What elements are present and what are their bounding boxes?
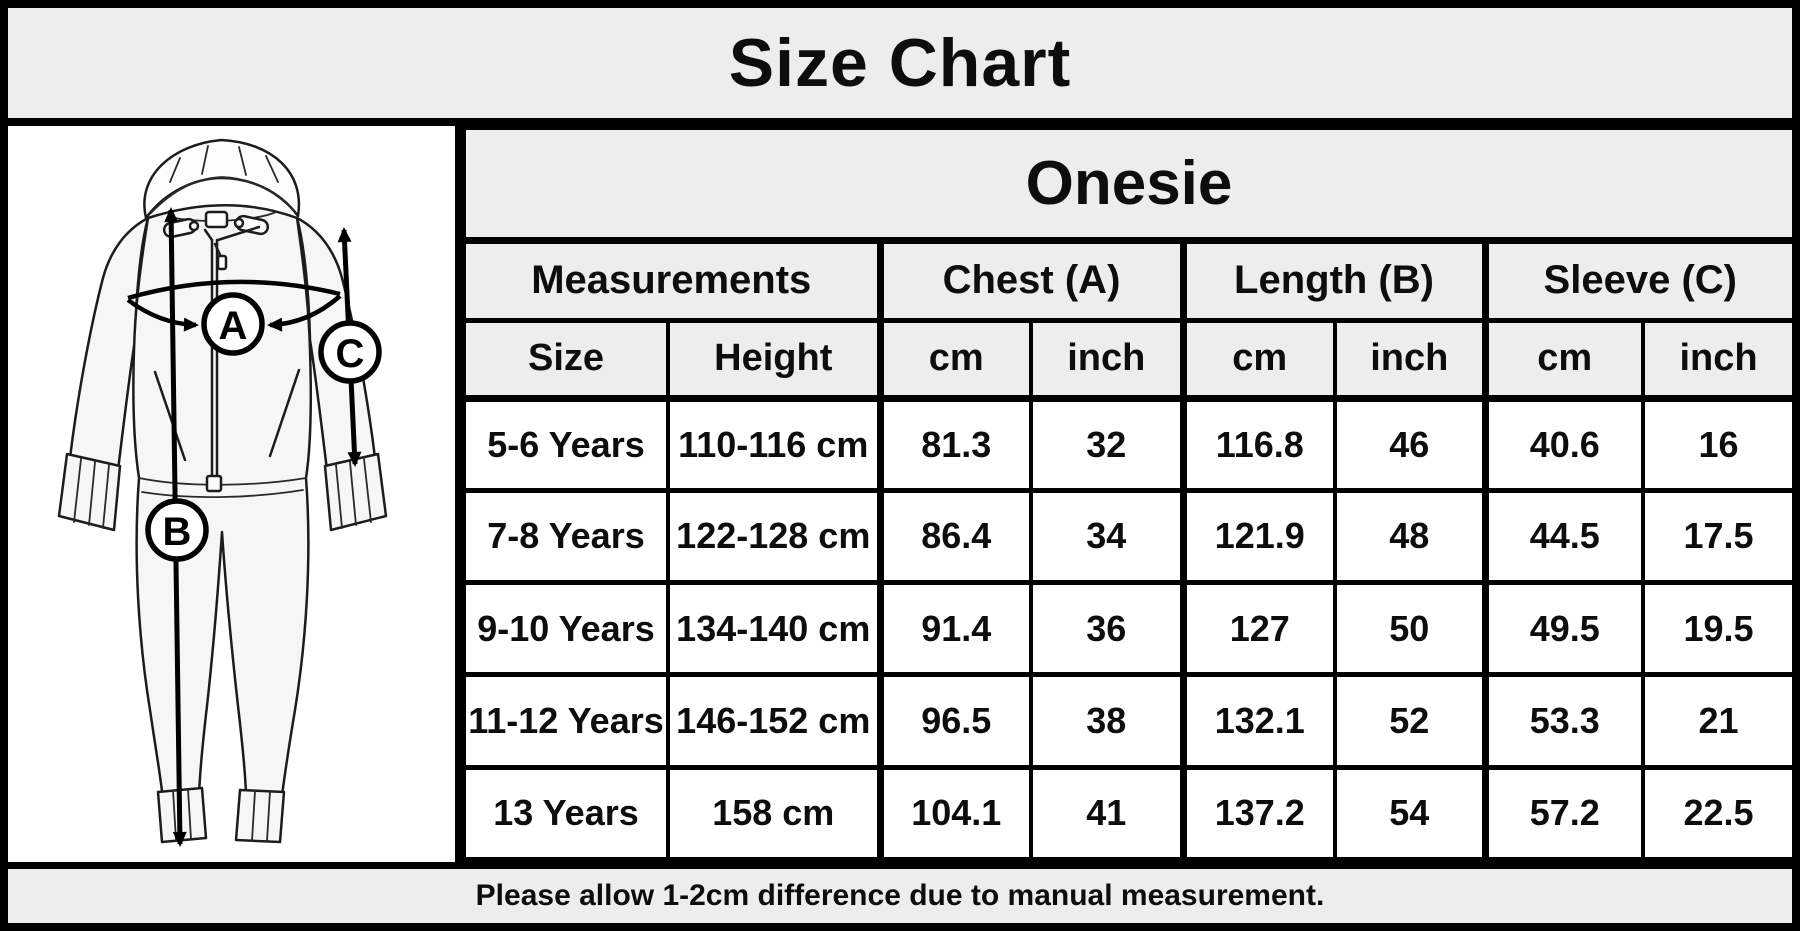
cell-size: 11-12 Years <box>462 672 670 770</box>
cell-size: 9-10 Years <box>462 580 670 678</box>
cell-length-cm: 127 <box>1179 580 1337 678</box>
footer-note: Please allow 1-2cm difference due to man… <box>8 869 1792 923</box>
chest-arrow-right <box>267 294 342 332</box>
cell-sleeve-cm: 44.5 <box>1481 488 1645 586</box>
cell-height: 134-140 cm <box>666 580 882 678</box>
zipper <box>203 225 261 493</box>
cell-chest-inch: 34 <box>1029 488 1185 586</box>
cell-length-inch: 52 <box>1333 672 1487 770</box>
column-header-sleeve-inch: inch <box>1640 318 1792 402</box>
cell-sleeve-cm: 49.5 <box>1481 580 1645 678</box>
sleeve-label-circle <box>318 320 382 384</box>
cell-sleeve-inch: 19.5 <box>1640 580 1792 678</box>
column-header-sleeve-cm: cm <box>1481 318 1645 402</box>
cell-size: 5-6 Years <box>462 395 670 493</box>
column-header-length-inch: inch <box>1333 318 1487 402</box>
chest-label: A <box>219 304 248 348</box>
cell-length-cm: 116.8 <box>1179 395 1337 493</box>
cell-chest-cm: 96.5 <box>876 672 1033 770</box>
cell-sleeve-inch: 22.5 <box>1640 765 1792 862</box>
table-title: Onesie <box>462 126 1792 244</box>
group-header-sleeve: Sleeve (C) <box>1481 238 1792 323</box>
cell-chest-inch: 38 <box>1029 672 1185 770</box>
size-table: Onesie Measurements Chest (A) Length (B) Sl… <box>462 126 1792 862</box>
cell-height: 122-128 cm <box>666 488 882 586</box>
cell-sleeve-cm: 57.2 <box>1481 765 1645 862</box>
sleeve-label: C <box>336 332 365 376</box>
cell-chest-cm: 86.4 <box>876 488 1033 586</box>
cell-sleeve-cm: 53.3 <box>1481 672 1645 770</box>
cell-chest-cm: 91.4 <box>876 580 1033 678</box>
column-header-size: Size <box>462 318 670 402</box>
cell-sleeve-cm: 40.6 <box>1481 395 1645 493</box>
length-label: B <box>163 510 192 554</box>
page-title: Size Chart <box>728 25 1072 101</box>
size-row: 11-12 Years 146-152 cm 96.5 38 132.1 52 53.3 21 <box>462 672 1792 770</box>
length-label-circle <box>145 498 209 562</box>
size-row: 13 Years 158 cm 104.1 41 137.2 54 57.2 22.5 <box>462 765 1792 862</box>
column-header-row: Size Height cm inch cm inch cm inch <box>462 318 1792 402</box>
cell-height: 158 cm <box>666 765 882 862</box>
size-table-body: 5-6 Years 110-116 cm 81.3 32 116.8 46 40.6 16 7-… <box>462 395 1792 862</box>
group-header-length: Length (B) <box>1179 238 1487 323</box>
size-table-panel: Onesie Measurements Chest (A) Length (B) Sl… <box>462 126 1792 862</box>
cell-length-inch: 54 <box>1333 765 1487 862</box>
cell-size: 7-8 Years <box>462 488 670 586</box>
banner: Size Chart <box>8 8 1792 118</box>
column-header-height: Height <box>666 318 882 402</box>
size-row: 9-10 Years 134-140 cm 91.4 36 127 50 49.5 19.5 <box>462 580 1792 678</box>
cell-length-inch: 46 <box>1333 395 1487 493</box>
footer-note-text: Please allow 1-2cm difference due to man… <box>475 879 1325 912</box>
cell-length-inch: 48 <box>1333 488 1487 586</box>
garment-diagram-panel: A B C <box>8 126 455 862</box>
group-header-row: Measurements Chest (A) Length (B) Sleeve (C… <box>462 238 1792 323</box>
chest-arc <box>127 279 341 301</box>
chest-label-circle <box>201 292 265 356</box>
cell-chest-inch: 32 <box>1029 395 1185 493</box>
cell-length-cm: 132.1 <box>1179 672 1337 770</box>
column-header-chest-cm: cm <box>876 318 1033 402</box>
cell-chest-inch: 41 <box>1029 765 1185 862</box>
cell-length-inch: 50 <box>1333 580 1487 678</box>
cell-length-cm: 121.9 <box>1179 488 1337 586</box>
cell-height: 110-116 cm <box>666 395 882 493</box>
onesie-drawing: A B C <box>57 138 388 847</box>
cell-sleeve-inch: 17.5 <box>1640 488 1792 586</box>
hood <box>143 138 301 222</box>
cell-chest-cm: 104.1 <box>876 765 1033 862</box>
chest-arrow-left <box>126 298 199 332</box>
cell-length-cm: 137.2 <box>1179 765 1337 862</box>
group-header-chest: Chest (A) <box>876 238 1185 323</box>
cell-sleeve-inch: 16 <box>1640 395 1792 493</box>
cell-chest-cm: 81.3 <box>876 395 1033 493</box>
cell-chest-inch: 36 <box>1029 580 1185 678</box>
column-header-length-cm: cm <box>1179 318 1337 402</box>
cell-sleeve-inch: 21 <box>1640 672 1792 770</box>
column-header-chest-inch: inch <box>1029 318 1185 402</box>
size-row: 5-6 Years 110-116 cm 81.3 32 116.8 46 40.6 16 <box>462 395 1792 493</box>
cell-height: 146-152 cm <box>666 672 882 770</box>
cell-size: 13 Years <box>462 765 670 862</box>
measurement-annotations: A B C <box>126 207 382 847</box>
group-header-measurements: Measurements <box>462 238 882 323</box>
size-row: 7-8 Years 122-128 cm 86.4 34 121.9 48 44.5 17.5 <box>462 488 1792 586</box>
